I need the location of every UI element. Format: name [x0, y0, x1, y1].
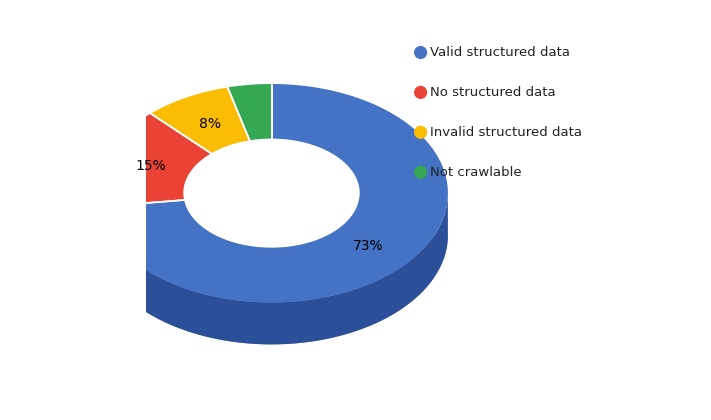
Text: 15%: 15%: [135, 159, 166, 173]
Polygon shape: [97, 84, 448, 302]
Circle shape: [415, 47, 427, 58]
Text: Not crawlable: Not crawlable: [430, 166, 522, 178]
Polygon shape: [95, 235, 184, 249]
Polygon shape: [228, 84, 272, 140]
Polygon shape: [151, 87, 250, 153]
Circle shape: [415, 166, 427, 178]
Polygon shape: [184, 194, 360, 290]
Text: Invalid structured data: Invalid structured data: [430, 126, 582, 139]
Polygon shape: [97, 194, 448, 344]
Circle shape: [415, 126, 427, 138]
Text: No structured data: No structured data: [430, 86, 556, 99]
Text: Valid structured data: Valid structured data: [430, 46, 570, 59]
Polygon shape: [95, 194, 97, 249]
Polygon shape: [95, 113, 211, 207]
Text: 8%: 8%: [198, 117, 220, 131]
Text: 73%: 73%: [353, 239, 383, 253]
Circle shape: [415, 87, 427, 98]
Polygon shape: [97, 236, 448, 344]
